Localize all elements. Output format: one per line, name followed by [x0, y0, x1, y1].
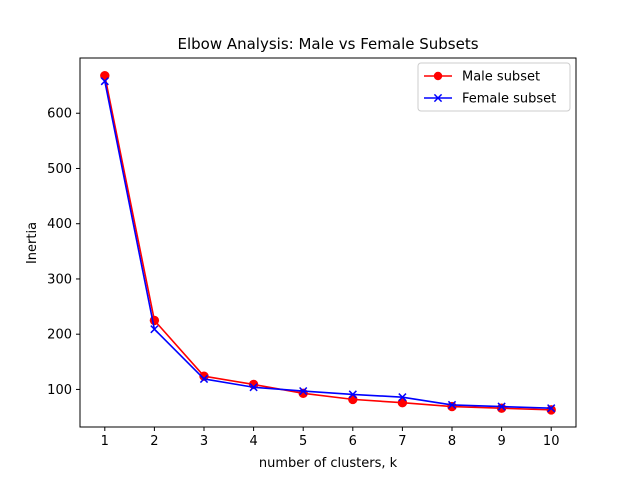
- data-point-1-4: [299, 386, 308, 396]
- data-point-0-0: [100, 70, 110, 81]
- x-tick-label-4: 5: [299, 434, 307, 449]
- x-tick-label-8: 9: [497, 434, 505, 449]
- data-point-1-9: [547, 404, 556, 413]
- marker-stroke: [447, 400, 457, 410]
- data-point-1-1: [150, 325, 159, 334]
- series-line-1: [104, 81, 552, 410]
- data-point-0-8: [496, 403, 507, 413]
- data-point-0-6: [397, 397, 408, 408]
- x-axis: 1 2 3 4 5 6 7 8 9 10: [101, 427, 560, 449]
- x-tick-label-6: 7: [398, 434, 406, 449]
- y-tick-label-3: 400: [47, 217, 72, 232]
- legend-label-0: Male subset: [462, 70, 540, 85]
- marker-stroke: [199, 374, 209, 384]
- x-tick-label-7: 8: [448, 434, 456, 449]
- legend: Male subset Female subset: [417, 62, 571, 112]
- marker-stroke: [497, 402, 506, 411]
- x-tick-label-2: 3: [200, 434, 208, 449]
- chart-title: Elbow Analysis: Male vs Female Subsets: [177, 35, 478, 53]
- data-point-1-5: [348, 390, 357, 399]
- data-point-0-2: [199, 371, 209, 381]
- data-point-1-6: [398, 393, 407, 402]
- x-tick-label-9: 10: [543, 434, 560, 449]
- data-point-1-7: [447, 400, 457, 410]
- legend-entry-1: Female subset: [424, 92, 556, 107]
- plot-frame: [79, 57, 577, 428]
- marker-stroke: [398, 393, 407, 402]
- data-point-1-8: [497, 402, 506, 411]
- x-tick-label-0: 1: [101, 434, 109, 449]
- data-point-1-0: [100, 77, 109, 86]
- y-tick-label-5: 600: [47, 107, 72, 122]
- marker-stroke: [348, 390, 357, 399]
- y-axis-label: Inertia: [25, 222, 40, 264]
- marker-stroke: [150, 325, 159, 334]
- y-tick-label-4: 500: [47, 162, 72, 177]
- legend-marker: [433, 71, 443, 81]
- data-point-1-2: [199, 374, 209, 384]
- x-tick-label-5: 6: [349, 434, 357, 449]
- y-tick-label-1: 200: [47, 328, 72, 343]
- legend-label-1: Female subset: [462, 92, 556, 107]
- y-axis: 100 200 300 400 500 600: [47, 107, 80, 398]
- x-tick-label-1: 2: [150, 434, 158, 449]
- data-point-0-7: [447, 401, 457, 412]
- series-line-0: [104, 75, 552, 411]
- y-tick-label-0: 100: [47, 383, 72, 398]
- marker-stroke: [100, 77, 109, 86]
- marker-stroke: [299, 386, 308, 396]
- data-point-1-3: [249, 383, 258, 392]
- marker-stroke: [249, 383, 258, 392]
- legend-entry-0: Male subset: [424, 70, 540, 85]
- legend-marker: [433, 93, 443, 103]
- x-tick-label-3: 4: [249, 434, 257, 449]
- data-point-0-9: [546, 405, 556, 415]
- marker-stroke: [547, 404, 556, 413]
- legend-box: [417, 62, 571, 112]
- plot-area: [79, 57, 577, 428]
- x-axis-label: number of clusters, k: [259, 456, 398, 471]
- y-tick-label-2: 300: [47, 272, 72, 287]
